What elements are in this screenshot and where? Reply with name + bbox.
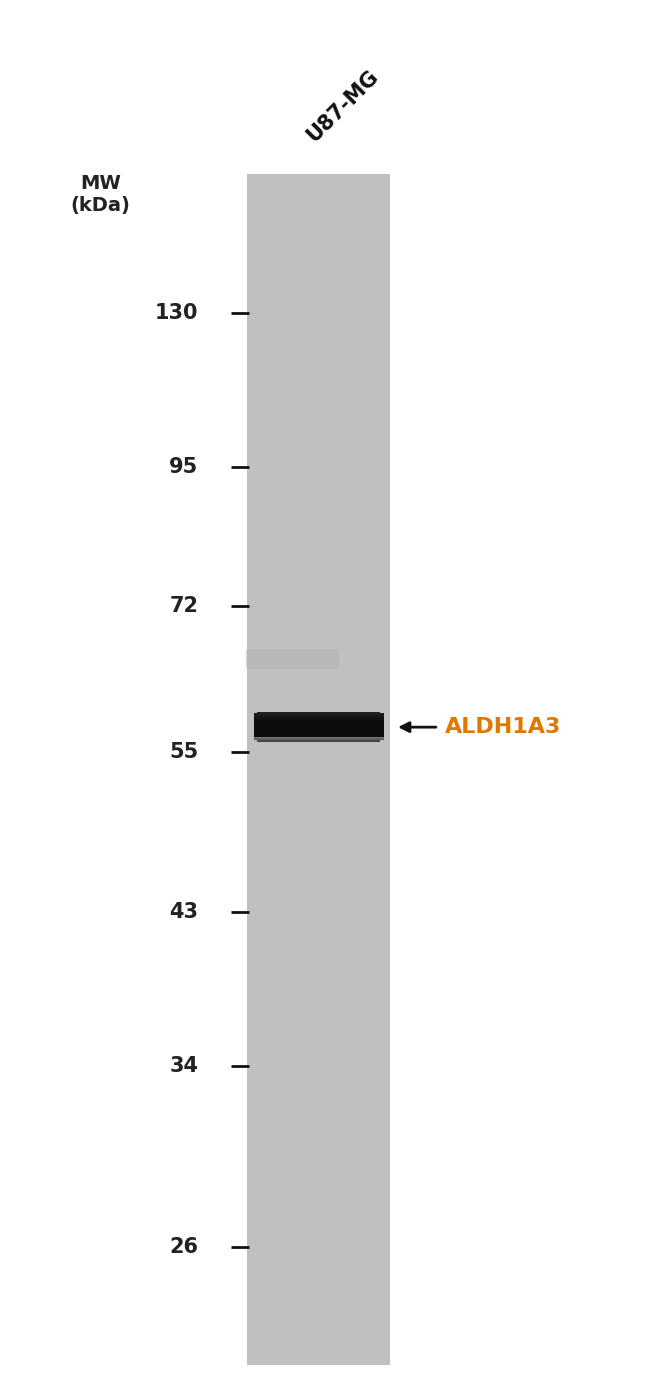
Text: 55: 55 xyxy=(169,742,198,762)
Text: 95: 95 xyxy=(169,457,198,476)
Text: 26: 26 xyxy=(169,1237,198,1256)
Text: ALDH1A3: ALDH1A3 xyxy=(445,717,562,737)
Text: 130: 130 xyxy=(155,304,198,323)
Bar xyxy=(247,174,390,1365)
Text: 43: 43 xyxy=(169,903,198,922)
Text: U87-MG: U87-MG xyxy=(303,67,382,146)
Text: MW
(kDa): MW (kDa) xyxy=(71,174,131,215)
Text: 34: 34 xyxy=(169,1056,198,1075)
Text: 72: 72 xyxy=(169,596,198,616)
FancyBboxPatch shape xyxy=(246,649,339,669)
